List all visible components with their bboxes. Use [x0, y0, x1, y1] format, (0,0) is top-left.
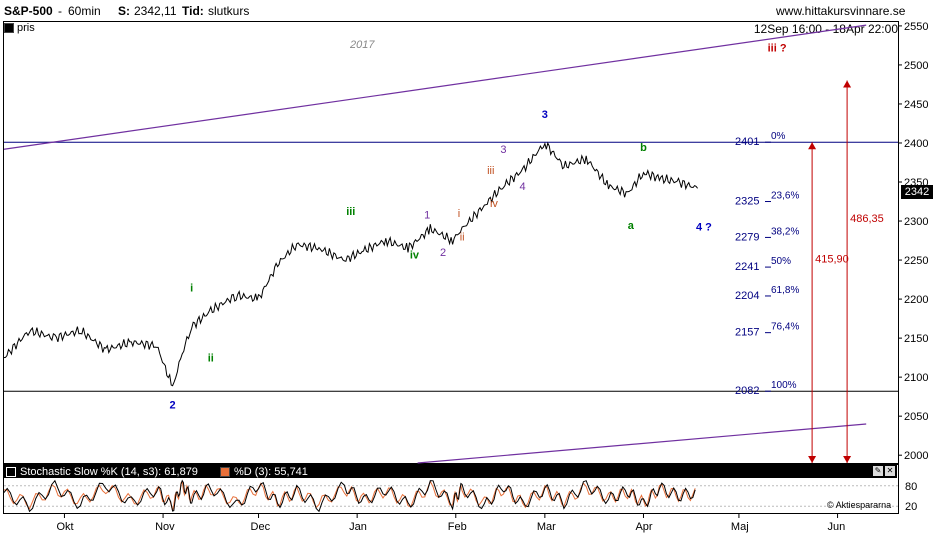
y-tick-label: 2050	[904, 411, 928, 423]
trend-line	[417, 423, 867, 464]
wave-label: iv	[490, 198, 498, 210]
site-url[interactable]: www.hittakursvinnare.se	[776, 4, 906, 18]
y-tick-label: 2250	[904, 255, 928, 267]
chart-type-value: slutkurs	[208, 4, 250, 18]
y-tick-label: 2450	[904, 99, 928, 111]
price-legend: pris	[4, 22, 35, 34]
y-tick-label: 2300	[904, 216, 928, 228]
x-tick-label: Mar	[537, 521, 556, 533]
x-tick-label: Jun	[828, 521, 846, 533]
series-swatch-icon	[4, 23, 14, 33]
wave-label: i	[458, 208, 460, 220]
stoch-k-line	[3, 479, 696, 513]
d-swatch-icon	[219, 466, 230, 477]
fib-pct-label: 76,4%	[771, 322, 799, 333]
fib-pct-label: 50%	[771, 256, 791, 267]
interval: 60min	[68, 4, 101, 18]
wave-label: i	[190, 282, 193, 294]
close-label: S:	[118, 4, 130, 18]
copyright: © Aktiespararna	[827, 500, 892, 510]
chart-type-label: Tid:	[182, 4, 204, 18]
price-line	[3, 141, 698, 387]
y-tick-label: 2500	[904, 60, 928, 72]
y-tick-label: 2400	[904, 138, 928, 150]
wave-label: a	[628, 220, 635, 232]
fib-pct-label: 0%	[771, 131, 786, 142]
fib-price-label: 2279	[735, 231, 759, 243]
year-label: 2017	[350, 39, 375, 51]
wave-label: 4 ?	[696, 221, 712, 233]
y-tick-label: 2550	[904, 21, 928, 33]
fib-price-label: 2401	[735, 136, 759, 148]
y-tick-label: 2000	[904, 450, 928, 462]
fib-pct-label: 23,6%	[771, 191, 799, 202]
measure-arrow-up-icon	[843, 80, 852, 88]
fib-pct-label: 100%	[771, 380, 797, 391]
x-tick-label: Dec	[251, 521, 271, 533]
k-label: Stochastic Slow %K (14, s3): 61,879	[20, 465, 198, 478]
wave-label: ii	[460, 232, 465, 244]
x-tick-label: Apr	[635, 521, 652, 533]
fib-pct-label: 61,8%	[771, 285, 799, 296]
x-tick-label: Feb	[448, 521, 467, 533]
wave-label: ii	[208, 353, 214, 365]
wave-label: 3	[500, 144, 506, 156]
wave-label: 4	[520, 181, 526, 193]
wave-label: 2	[440, 247, 446, 259]
measure-label: 415,90	[815, 254, 849, 266]
wave-label: iii	[487, 165, 494, 177]
wave-label: iv	[410, 250, 420, 262]
wave-label: 1	[424, 210, 430, 222]
k-swatch-icon	[6, 466, 16, 477]
chart-header: S&P-500 - 60min S: 2342,11 Tid: slutkurs…	[0, 0, 944, 20]
wave-label: 2	[170, 399, 176, 411]
wrench-icon[interactable]: ✎	[873, 466, 883, 476]
close-value: 2342,11	[134, 4, 177, 18]
x-tick-label: Nov	[155, 521, 175, 533]
close-icon[interactable]: ✕	[885, 466, 895, 476]
stoch-tick-label: 20	[905, 501, 917, 513]
x-tick-label: Maj	[731, 521, 749, 533]
stochastic-legend: Stochastic Slow %K (14, s3): 61,879 %D (…	[4, 465, 897, 478]
x-tick-label: Jan	[349, 521, 367, 533]
measure-arrow-up-icon	[808, 142, 817, 150]
y-tick-label: 2200	[904, 294, 928, 306]
y-tick-label: 2100	[904, 372, 928, 384]
measure-arrow-down-icon	[843, 456, 852, 463]
price-panel	[3, 21, 899, 464]
measure-label: 486,35	[850, 213, 884, 225]
series-name: pris	[17, 22, 35, 34]
trend-line	[3, 24, 867, 150]
fib-pct-label: 38,2%	[771, 226, 799, 237]
symbol: S&P-500	[4, 4, 53, 18]
last-price-tag: 2342	[901, 185, 933, 199]
y-tick-label: 2150	[904, 333, 928, 345]
wave-label: 3	[542, 109, 548, 121]
fib-price-label: 2325	[735, 196, 759, 208]
fib-price-label: 2204	[735, 290, 759, 302]
wave-label: iii	[346, 206, 355, 218]
wave-label: b	[640, 142, 647, 154]
x-tick-label: Okt	[56, 521, 73, 533]
d-label: %D (3): 55,741	[233, 465, 308, 478]
panel-tools: ✎ ✕	[873, 466, 895, 476]
measure-arrow-down-icon	[808, 456, 817, 463]
fib-price-label: 2082	[735, 385, 759, 397]
wave-label: iii ?	[768, 43, 787, 55]
fib-price-label: 2157	[735, 327, 759, 339]
fib-price-label: 2241	[735, 261, 759, 273]
stoch-tick-label: 80	[905, 481, 917, 493]
